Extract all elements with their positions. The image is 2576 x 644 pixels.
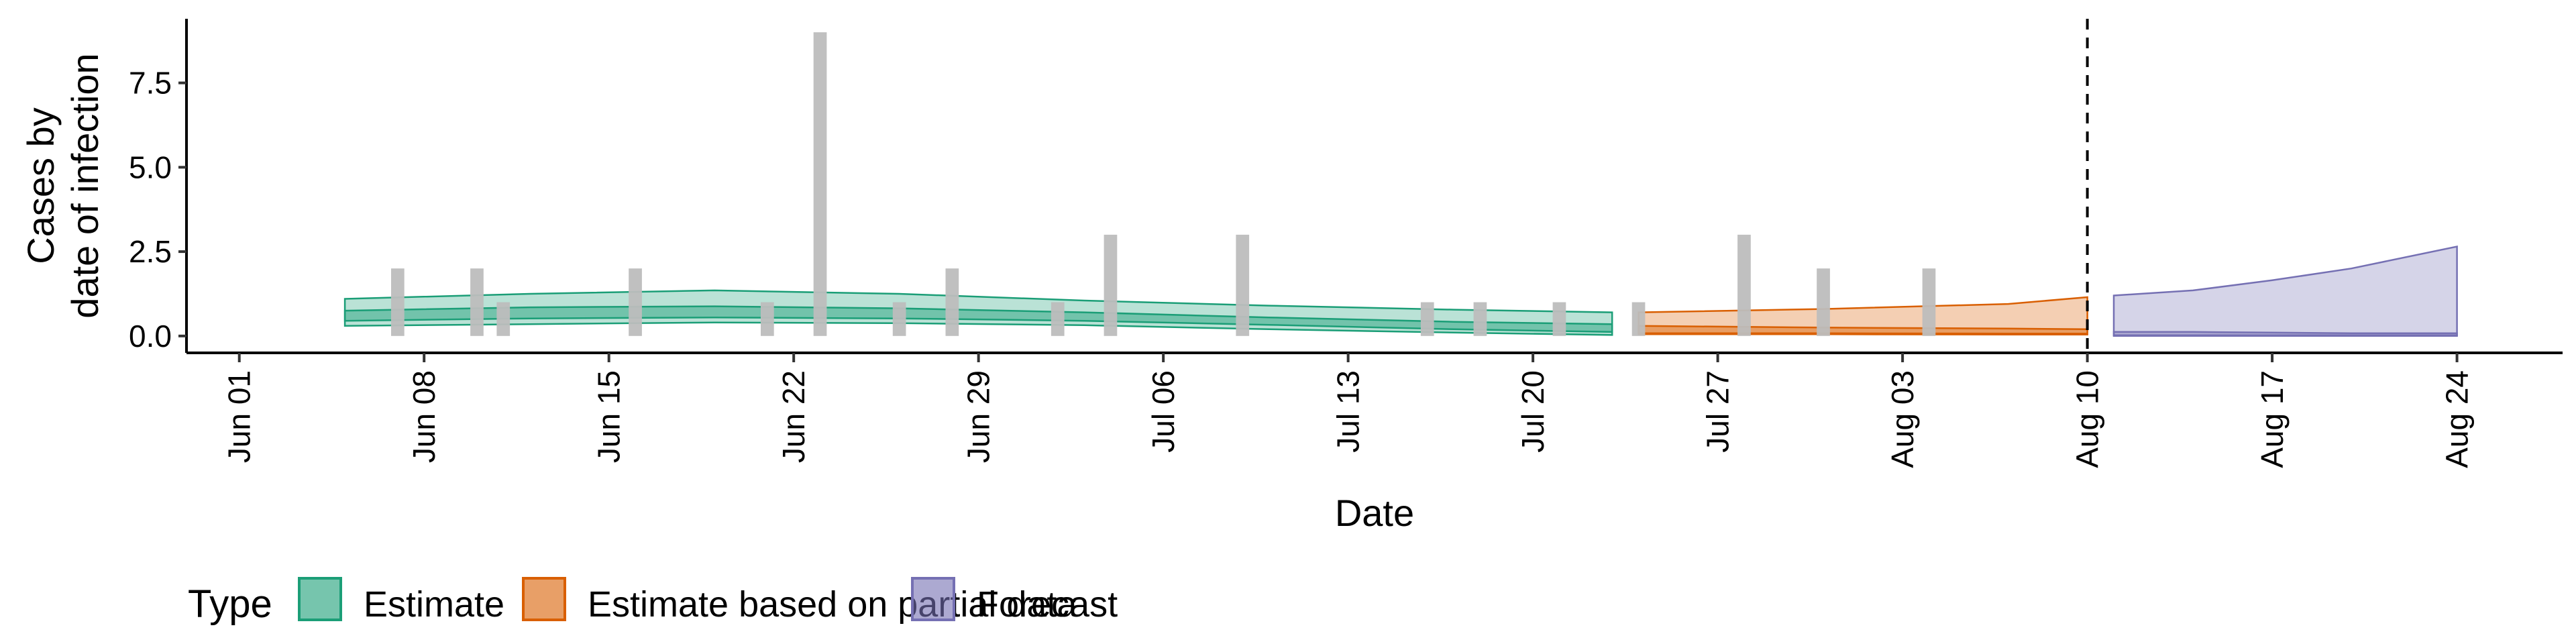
x-tick-label: Jun 08: [407, 370, 441, 463]
legend-key-forecast: [911, 577, 955, 621]
x-tick-label: Jul 06: [1146, 370, 1181, 453]
legend-label-estimate: Estimate: [364, 584, 504, 625]
legend-label-partial: Estimate based on partial data: [588, 584, 1077, 625]
case-bar: [761, 302, 774, 336]
case-bar: [629, 268, 642, 336]
x-tick-label: Aug 24: [2440, 370, 2475, 468]
x-tick-label: Jun 15: [592, 370, 627, 463]
ribbon-50-forecast: [2112, 331, 2458, 337]
case-bar: [892, 302, 906, 336]
case-bar: [391, 268, 405, 336]
case-bar: [1552, 302, 1566, 336]
case-bar: [1051, 302, 1065, 336]
y-tick-label: 7.5: [129, 66, 172, 101]
ribbon-90-partial: [1638, 296, 2088, 336]
x-tick-label: Aug 03: [1885, 370, 1920, 468]
y-axis-title-line-1: Cases by: [19, 107, 62, 264]
case-bar: [1631, 302, 1646, 336]
y-tick-label: 0.0: [129, 319, 172, 354]
x-tick-label: Jul 27: [1701, 370, 1735, 453]
x-tick-label: Jul 20: [1515, 370, 1550, 453]
case-bar: [496, 302, 511, 336]
case-bar: [1104, 234, 1118, 336]
legend-label-forecast: Forecast: [977, 584, 1118, 625]
ribbon-90-estimate: [343, 289, 1613, 336]
x-tick-label: Jun 01: [222, 370, 257, 463]
ribbon-50-estimate: [343, 305, 1613, 333]
axes-layer: [178, 19, 2563, 362]
x-tick-label: Jun 22: [776, 370, 811, 463]
ribbon-50-partial: [1638, 325, 2088, 335]
labels-layer: 0.0 2.5 5.0 7.5 Jun 01 Jun 08 Jun 15 Jun 22 Jun …: [19, 53, 2475, 534]
y-axis-title-line-2: date of infection: [64, 53, 106, 318]
ribbon-90-forecast: [2112, 245, 2458, 337]
x-tick-label: Jun 29: [961, 370, 996, 463]
x-tick-label: Aug 17: [2255, 370, 2290, 468]
case-bar: [813, 32, 827, 336]
case-bar: [1420, 302, 1434, 336]
y-tick-label: 5.0: [129, 150, 172, 184]
case-bar: [1817, 268, 1830, 336]
case-bar: [1922, 268, 1936, 336]
case-bar: [945, 268, 959, 336]
x-axis-title: Date: [1335, 492, 1414, 534]
case-bar: [1236, 234, 1250, 336]
legend: Type Estimate Estimate based on partial da…: [188, 577, 1118, 626]
x-tick-label: Aug 10: [2070, 370, 2105, 468]
case-bar: [470, 268, 484, 336]
x-tick-label: Jul 13: [1331, 370, 1366, 453]
bars-layer: [391, 32, 1936, 336]
legend-key-estimate: [298, 577, 342, 621]
case-bar: [1737, 234, 1751, 336]
case-bar: [1473, 302, 1487, 336]
y-tick-label: 2.5: [129, 234, 172, 269]
legend-title: Type: [188, 582, 272, 626]
legend-key-partial: [522, 577, 566, 621]
ribbons-layer: [343, 245, 2458, 337]
